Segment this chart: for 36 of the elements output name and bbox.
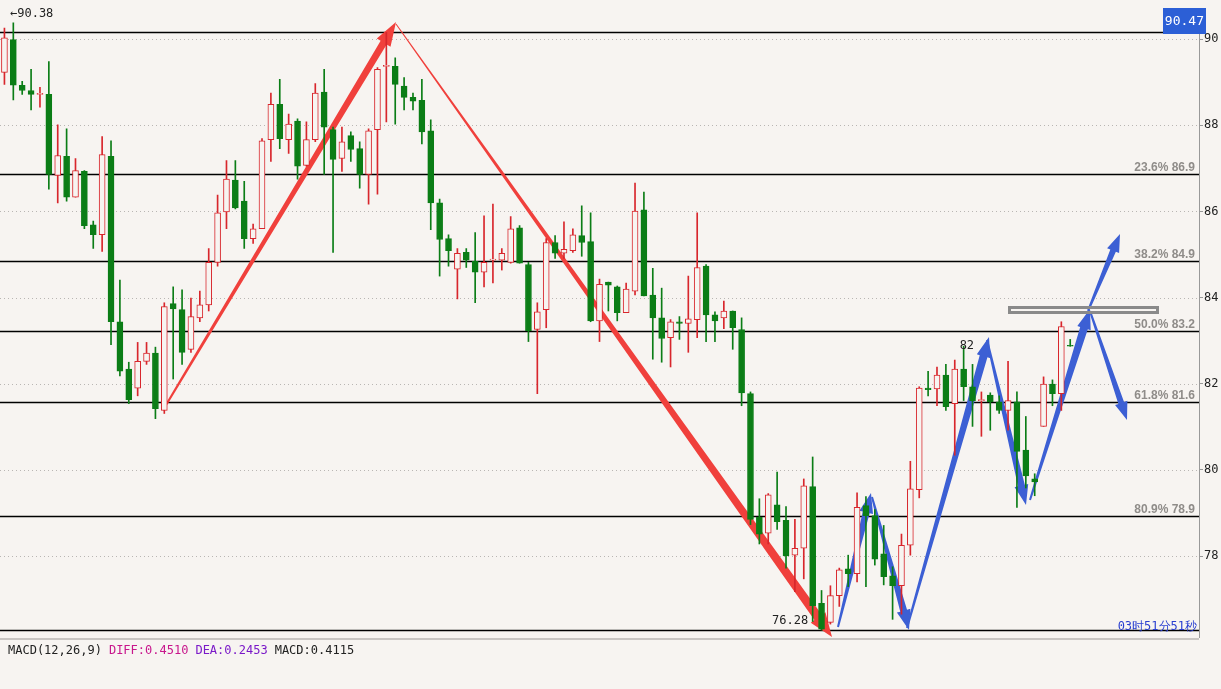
candlestick — [649, 268, 657, 360]
ref-line-label: 23.6% 86.9 — [1134, 159, 1196, 174]
text: DIFF:0.4510 — [108, 643, 189, 657]
y-tick-label: 78 — [1204, 548, 1219, 563]
ref-line-label: 50.0% 83.2 — [1134, 316, 1196, 331]
candlestick — [169, 286, 177, 380]
candlestick — [489, 203, 497, 284]
candlestick — [844, 554, 852, 587]
ref-line-label: 80.9% 78.9 — [1134, 501, 1196, 516]
text: DEA:0.2453 — [195, 643, 268, 657]
ref-line-label: 38.2% 84.9 — [1134, 246, 1196, 261]
annotation: 03时51分51秒 — [1117, 619, 1197, 633]
candlestick — [471, 232, 479, 304]
candlestick — [27, 69, 35, 111]
candlestick — [578, 205, 586, 257]
text: MACD:0.4115 — [274, 643, 355, 657]
candlestick — [791, 519, 799, 593]
candlestick — [1066, 339, 1074, 347]
text: MACD(12,26,9) — [8, 643, 102, 657]
candlestick — [986, 392, 994, 431]
candlestick — [1004, 361, 1012, 431]
annotation: 76.28 — [772, 613, 809, 627]
y-tick-label: 90 — [1204, 31, 1219, 46]
candlestick — [862, 496, 870, 587]
ref-line-label: 61.8% 81.6 — [1134, 387, 1196, 402]
annotation: 82 — [959, 338, 975, 353]
candlestick — [560, 221, 568, 259]
annotation: ←90.38 — [10, 6, 54, 20]
y-tick-label: 84 — [1204, 289, 1219, 304]
y-tick-label: 86 — [1204, 203, 1219, 218]
candlestick — [480, 215, 488, 288]
annotation: 90.47 — [1164, 13, 1204, 28]
y-tick-label: 82 — [1204, 375, 1219, 390]
candlestick — [684, 275, 692, 353]
y-tick-label: 88 — [1204, 117, 1219, 132]
y-tick-label: 80 — [1204, 462, 1219, 477]
